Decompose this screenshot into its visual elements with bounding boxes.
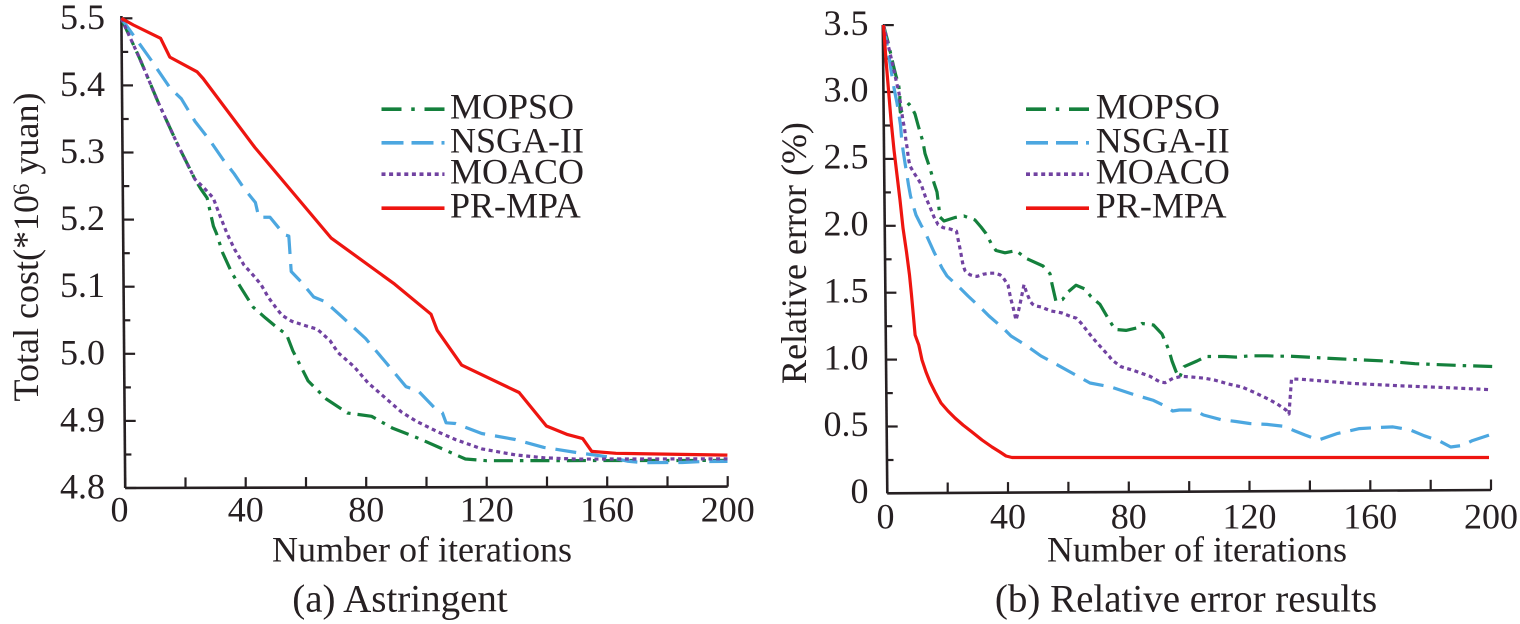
svg-text:3.5: 3.5 <box>824 3 869 43</box>
svg-text:160: 160 <box>1343 497 1397 537</box>
svg-text:5.0: 5.0 <box>60 332 105 372</box>
svg-text:120: 120 <box>1223 497 1277 537</box>
svg-text:(b) Relative error results: (b) Relative error results <box>995 578 1377 621</box>
svg-text:0: 0 <box>851 471 869 511</box>
svg-text:MOACO: MOACO <box>1096 152 1230 192</box>
svg-text:1.0: 1.0 <box>824 337 869 377</box>
svg-text:NSGA-II: NSGA-II <box>1096 120 1230 160</box>
svg-text:0.5: 0.5 <box>824 404 869 444</box>
svg-text:2.0: 2.0 <box>824 204 869 244</box>
svg-text:4.9: 4.9 <box>60 399 105 439</box>
svg-text:PR-MPA: PR-MPA <box>450 186 581 226</box>
svg-text:NSGA-II: NSGA-II <box>450 120 584 160</box>
svg-text:5.3: 5.3 <box>60 131 105 171</box>
svg-text:200: 200 <box>1464 497 1518 537</box>
svg-text:200: 200 <box>701 490 755 530</box>
svg-text:(a) Astringent: (a) Astringent <box>292 578 508 621</box>
svg-text:2.5: 2.5 <box>824 137 869 177</box>
svg-text:Total cost(*106 yuan): Total cost(*106 yuan) <box>6 93 46 402</box>
svg-text:0: 0 <box>111 490 129 530</box>
svg-text:120: 120 <box>460 490 514 530</box>
svg-text:5.1: 5.1 <box>60 265 105 305</box>
svg-text:PR-MPA: PR-MPA <box>1096 186 1227 226</box>
svg-text:160: 160 <box>580 490 634 530</box>
svg-text:80: 80 <box>348 490 384 530</box>
svg-text:MOPSO: MOPSO <box>1096 87 1220 127</box>
svg-text:MOACO: MOACO <box>450 152 584 192</box>
svg-text:40: 40 <box>228 490 264 530</box>
svg-text:1.5: 1.5 <box>824 270 869 310</box>
svg-text:5.5: 5.5 <box>60 0 105 37</box>
svg-text:4.8: 4.8 <box>60 467 105 507</box>
svg-text:5.4: 5.4 <box>60 64 105 104</box>
svg-text:MOPSO: MOPSO <box>450 87 574 127</box>
svg-text:Relative error (%): Relative error (%) <box>774 122 814 384</box>
svg-text:40: 40 <box>990 497 1026 537</box>
svg-text:Number of iterations: Number of iterations <box>1047 530 1347 570</box>
svg-text:3.0: 3.0 <box>824 70 869 110</box>
svg-text:80: 80 <box>1111 497 1147 537</box>
svg-text:Number of iterations: Number of iterations <box>272 530 572 570</box>
svg-text:5.2: 5.2 <box>60 198 105 238</box>
svg-text:0: 0 <box>877 497 895 537</box>
